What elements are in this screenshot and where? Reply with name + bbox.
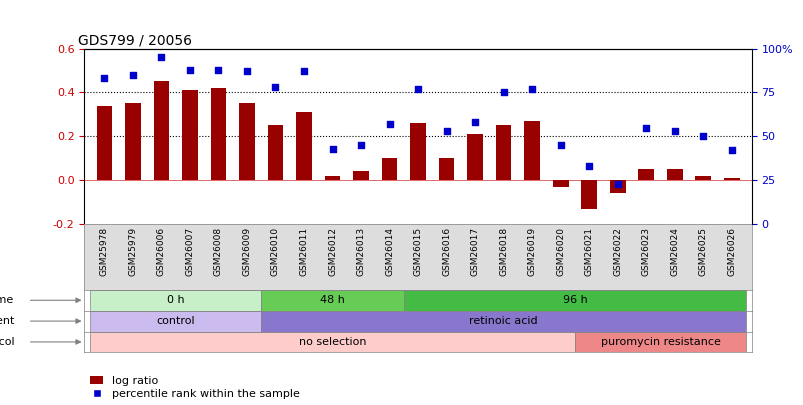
Text: GSM26008: GSM26008 [214,227,222,277]
Bar [324,176,340,180]
Point [183,66,196,73]
Point [696,133,709,140]
Bar [181,90,198,180]
Bar [723,178,739,180]
Text: GSM26006: GSM26006 [157,227,165,277]
Bar [153,81,169,180]
Point [297,68,310,75]
Bar [524,121,540,180]
Text: GSM26016: GSM26016 [442,227,450,277]
Bar [552,180,568,187]
Text: GSM26024: GSM26024 [670,227,679,276]
Text: GSM26007: GSM26007 [185,227,194,277]
Text: GSM25978: GSM25978 [100,227,108,277]
Text: retinoic acid: retinoic acid [469,316,537,326]
Bar [261,311,745,332]
Point [411,86,424,92]
Bar [90,311,261,332]
Text: GDS799 / 20056: GDS799 / 20056 [78,34,191,47]
Text: GSM25979: GSM25979 [128,227,137,277]
Text: 0 h: 0 h [167,295,184,305]
Point [269,84,282,90]
Bar [261,290,403,311]
Text: no selection: no selection [299,337,366,347]
Point [98,75,111,82]
Bar [410,123,426,180]
Text: agent: agent [0,316,14,326]
Point [610,181,623,187]
Text: 48 h: 48 h [320,295,344,305]
Bar [90,332,574,352]
Text: GSM26019: GSM26019 [527,227,536,277]
Point [439,128,452,134]
Point [724,147,737,153]
Bar [495,126,511,180]
Legend: log ratio, percentile rank within the sample: log ratio, percentile rank within the sa… [90,376,300,399]
Text: 96 h: 96 h [562,295,586,305]
Point [525,86,538,92]
Text: GSM26025: GSM26025 [698,227,707,276]
Bar [267,126,283,180]
Bar [609,180,625,193]
Text: GSM26020: GSM26020 [556,227,565,276]
Bar [90,290,261,311]
Bar [296,112,312,180]
Point [639,124,652,131]
Bar [381,158,397,180]
Bar [438,158,454,180]
Text: GSM26017: GSM26017 [470,227,479,277]
Bar [581,180,597,209]
Point [240,68,253,75]
Point [553,142,566,148]
Text: GSM26018: GSM26018 [499,227,507,277]
Point [155,54,168,61]
Point [582,163,595,169]
Bar [638,169,654,180]
Text: GSM26015: GSM26015 [413,227,422,277]
Text: GSM26011: GSM26011 [300,227,308,277]
Bar [125,103,141,180]
Bar [210,88,226,180]
Bar [353,171,369,180]
Text: GSM26010: GSM26010 [271,227,279,277]
Point [326,145,339,152]
Bar [695,176,710,180]
Text: GSM26009: GSM26009 [243,227,251,277]
Bar [467,134,483,180]
Text: puromycin resistance: puromycin resistance [600,337,719,347]
Point [383,121,396,127]
Text: control: control [156,316,195,326]
Bar [96,106,112,180]
Point [212,66,225,73]
Point [126,72,139,78]
Text: GSM26013: GSM26013 [356,227,365,277]
Point [667,128,680,134]
Text: GSM26026: GSM26026 [727,227,736,276]
Text: GSM26014: GSM26014 [385,227,393,276]
Text: GSM26023: GSM26023 [641,227,650,276]
Point [354,142,367,148]
Bar [666,169,682,180]
Text: growth protocol: growth protocol [0,337,14,347]
Text: GSM26021: GSM26021 [584,227,593,276]
Bar [403,290,745,311]
Bar [238,103,255,180]
Point [496,89,509,96]
Text: GSM26022: GSM26022 [613,227,622,276]
Bar [574,332,745,352]
Text: GSM26012: GSM26012 [328,227,336,276]
Point [468,119,481,126]
Text: time: time [0,295,14,305]
